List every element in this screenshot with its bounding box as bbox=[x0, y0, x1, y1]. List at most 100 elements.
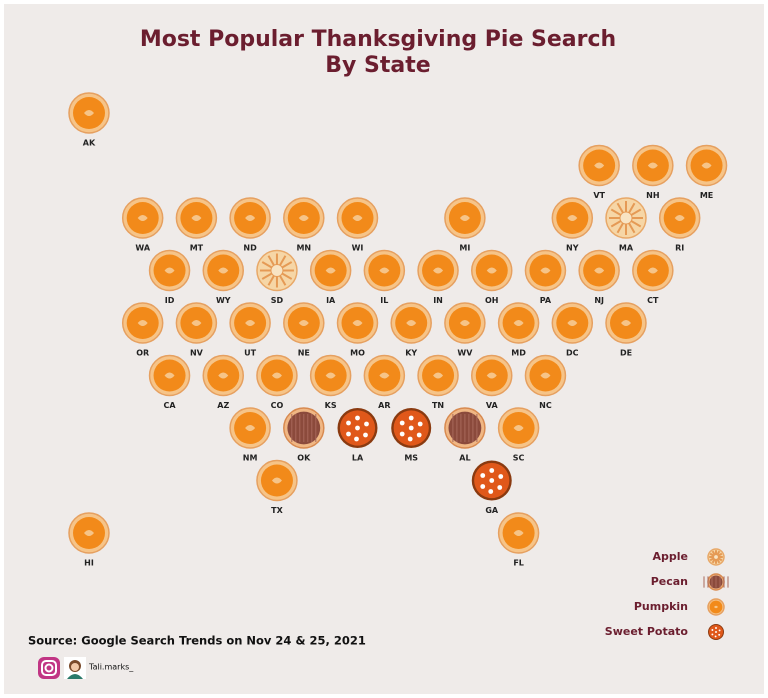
leaf bbox=[486, 372, 497, 379]
state-tile: OK bbox=[283, 407, 325, 463]
marshmallow bbox=[715, 627, 717, 629]
state-tile: AK bbox=[68, 92, 110, 148]
background bbox=[4, 4, 764, 694]
leaf bbox=[647, 162, 658, 169]
state-label: NM bbox=[243, 454, 258, 463]
state-tile: WV bbox=[444, 302, 486, 358]
leaf bbox=[245, 425, 256, 431]
leaf bbox=[352, 215, 363, 221]
instagram-icon bbox=[38, 657, 60, 679]
leaf bbox=[567, 215, 578, 221]
leaf bbox=[540, 372, 551, 379]
state-label: AK bbox=[83, 139, 96, 148]
state-tile: UT bbox=[229, 302, 271, 358]
leaf bbox=[433, 267, 444, 274]
marshmallow bbox=[355, 425, 360, 431]
marshmallow bbox=[417, 421, 423, 427]
leaf bbox=[594, 162, 605, 169]
state-label: WI bbox=[352, 244, 364, 253]
state-tile: PA bbox=[524, 249, 567, 305]
state-label: VT bbox=[593, 191, 605, 200]
state-label: ME bbox=[700, 191, 713, 200]
legend-item: Pumpkin bbox=[634, 598, 725, 616]
state-label: TX bbox=[271, 506, 283, 515]
state-label: MO bbox=[350, 349, 365, 358]
state-tile: TX bbox=[256, 459, 298, 515]
state-tile: ID bbox=[148, 249, 191, 305]
state-tile: VA bbox=[471, 354, 513, 410]
state-label: MI bbox=[459, 244, 470, 253]
state-tile: NC bbox=[524, 354, 567, 410]
state-label: WA bbox=[135, 244, 150, 253]
state-label: UT bbox=[244, 349, 256, 358]
marshmallow bbox=[416, 432, 422, 438]
state-tile: MT bbox=[175, 197, 218, 253]
state-label: WY bbox=[216, 296, 231, 305]
state-tile: CO bbox=[256, 354, 298, 410]
state-tile: SC bbox=[497, 407, 540, 463]
title: Most Popular Thanksgiving Pie Search bbox=[140, 27, 616, 52]
marshmallow bbox=[346, 431, 351, 437]
state-tile: AR bbox=[363, 354, 406, 410]
state-label: CA bbox=[164, 401, 177, 410]
legend-item: Pecan bbox=[651, 573, 729, 591]
state-tile: LA bbox=[337, 408, 378, 463]
state-tile: MS bbox=[391, 408, 432, 463]
leaf bbox=[513, 425, 524, 431]
state-label: OR bbox=[136, 349, 149, 358]
leaf bbox=[594, 267, 605, 274]
leaf bbox=[513, 320, 524, 326]
state-tile: MA bbox=[605, 197, 647, 253]
state-tile: HI bbox=[68, 512, 110, 568]
state-tile: FL bbox=[497, 512, 540, 568]
marshmallow bbox=[488, 489, 494, 494]
state-label: DC bbox=[566, 349, 579, 358]
state-label: CT bbox=[647, 296, 659, 305]
legend-label: Sweet Potato bbox=[605, 625, 689, 638]
avatar-icon bbox=[64, 657, 86, 679]
marshmallow bbox=[718, 629, 721, 632]
state-label: OH bbox=[485, 296, 499, 305]
state-label: HI bbox=[84, 559, 94, 568]
state-tile: NE bbox=[283, 302, 325, 358]
leaf bbox=[714, 605, 718, 609]
state-label: NE bbox=[298, 349, 310, 358]
state-tile: MD bbox=[497, 302, 540, 358]
leaf bbox=[486, 267, 497, 274]
leaf bbox=[164, 372, 175, 379]
leaf bbox=[647, 267, 658, 274]
marshmallow bbox=[399, 420, 405, 426]
state-tile: RI bbox=[658, 197, 701, 253]
leaf bbox=[379, 267, 390, 274]
leaf bbox=[84, 530, 94, 536]
state-label: WV bbox=[457, 349, 473, 358]
state-tile: NH bbox=[632, 144, 674, 200]
state-tile: IL bbox=[363, 249, 406, 305]
state-tile: CT bbox=[632, 249, 674, 305]
state-label: MN bbox=[296, 244, 311, 253]
state-tile: WI bbox=[336, 197, 379, 253]
state-tile: KY bbox=[390, 302, 432, 358]
leaf bbox=[459, 215, 470, 221]
state-label: NV bbox=[190, 349, 204, 358]
state-label: AR bbox=[378, 401, 390, 410]
leaf bbox=[218, 372, 229, 379]
state-tile: NJ bbox=[578, 249, 620, 305]
marshmallow bbox=[480, 473, 486, 478]
leaf bbox=[298, 215, 309, 221]
leaf bbox=[459, 320, 470, 326]
marshmallow bbox=[346, 420, 351, 426]
leaf bbox=[137, 320, 148, 326]
state-tile: NM bbox=[229, 407, 271, 463]
state-tile: AL bbox=[444, 407, 486, 463]
state-label: KS bbox=[325, 401, 337, 410]
state-label: IN bbox=[433, 296, 443, 305]
state-tile: DE bbox=[605, 302, 647, 358]
marshmallow bbox=[364, 421, 369, 427]
state-label: NH bbox=[646, 191, 659, 200]
state-label: FL bbox=[513, 559, 524, 568]
state-label: IA bbox=[326, 296, 336, 305]
state-label: KY bbox=[405, 349, 417, 358]
state-tile: KS bbox=[309, 354, 352, 410]
state-tile: DC bbox=[551, 302, 594, 358]
